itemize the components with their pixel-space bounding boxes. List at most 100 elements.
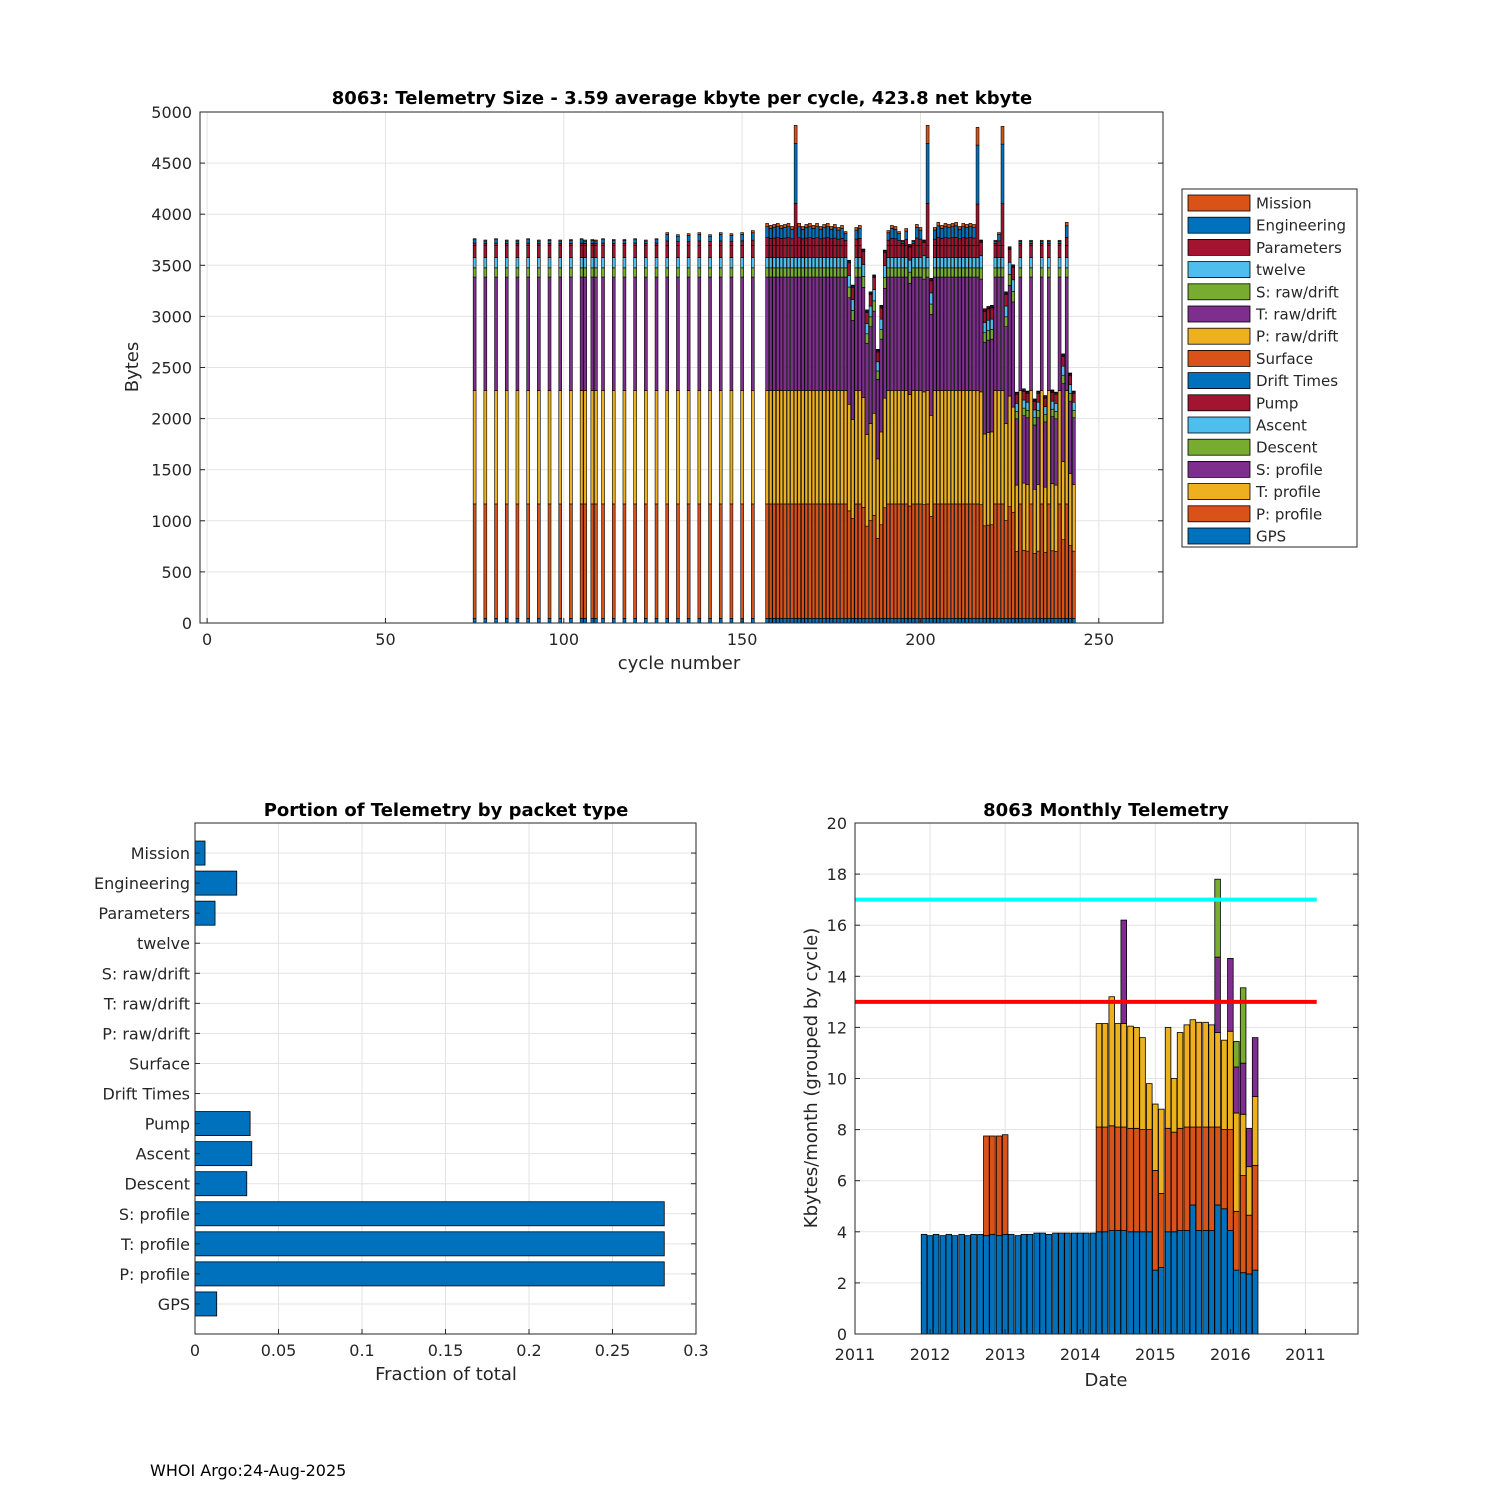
bar-segment-s_profile (979, 278, 983, 393)
month-bar-segment (1120, 919, 1127, 1024)
bar-segment-descent (697, 267, 702, 278)
bar-segment-pump (1061, 356, 1065, 367)
bar-segment-mission (801, 226, 805, 230)
bar-segment-parameters (622, 243, 627, 246)
bar-segment-p_profile (843, 503, 848, 619)
bar-segment-mission (829, 226, 834, 230)
bar-segment-s_profile (965, 276, 969, 391)
bar-segment-ascent (558, 257, 562, 269)
y-tick-label: Parameters (98, 904, 190, 923)
bar-segment-descent (975, 267, 980, 278)
bar-segment-p_profile (979, 504, 983, 619)
bar-segment-t_profile (515, 390, 520, 505)
bar-segment-pump (911, 245, 916, 258)
bar-segment-s_profile (1000, 276, 1005, 391)
bar-segment-engineering (950, 226, 955, 238)
bar-segment-ascent (822, 257, 826, 269)
month-bar-segment (1114, 1126, 1121, 1231)
bar-segment-mission (676, 234, 680, 237)
bar-segment-s_profile (1068, 400, 1073, 474)
bar-segment-mission (997, 232, 1001, 235)
y-tick-label: Surface (129, 1054, 190, 1073)
bar-segment-parameters (793, 203, 798, 246)
bar-segment-ascent (847, 275, 851, 288)
month-bar-segment (1251, 1037, 1259, 1097)
bar-segment-p_profile (594, 503, 598, 619)
bar-segment-descent (1036, 409, 1040, 419)
bar-segment-p_profile (537, 503, 541, 619)
bar-segment-s_profile (797, 276, 801, 391)
bar-segment-t_profile (975, 390, 980, 505)
y-tick-label: Pump (145, 1115, 190, 1134)
bar-segment-pump (950, 245, 955, 258)
bar-segment-t_profile (579, 390, 584, 505)
bar-segment-gps (1054, 618, 1058, 624)
month-bar-segment (989, 1135, 996, 1235)
bar-segment-engineering (676, 235, 680, 242)
bar-segment-mission (776, 223, 780, 227)
bar-segment-descent (786, 267, 791, 278)
bar-segment-p_profile (925, 503, 930, 619)
x-tick-label: 2013 (985, 1345, 1026, 1364)
bar-segment-descent (961, 267, 966, 278)
bar-segment-p_profile (601, 503, 605, 619)
bar-segment-ascent (843, 257, 848, 269)
bar-segment-s_profile (776, 276, 780, 391)
bar-segment-ascent (861, 264, 866, 277)
bar-segment-engineering (801, 229, 805, 240)
bar-segment-engineering (893, 229, 898, 240)
bar-segment-s_profile (936, 276, 941, 391)
bar-segment-pump (929, 280, 933, 294)
bar-segment-mission (558, 239, 562, 242)
bar-segment-pump (558, 245, 562, 258)
bar-segment-t_profile (943, 390, 948, 505)
bar-segment-engineering (943, 226, 948, 238)
bar-segment-t_profile (594, 390, 598, 505)
bar-segment-t_profile (768, 390, 773, 505)
bar-segment-pump (825, 245, 830, 258)
bar-segment-s_profile (676, 276, 680, 391)
bar-segment-ascent (911, 257, 916, 269)
bar-segment-s_profile (644, 276, 648, 391)
bar-segment-ascent (932, 257, 937, 269)
bar-segment-parameters (504, 243, 509, 246)
bar-segment-gps (840, 618, 844, 624)
y-tick-label: P: profile (119, 1265, 190, 1284)
bar-segment-t_profile (772, 390, 776, 505)
bar-segment-ascent (811, 257, 816, 269)
bar-segment-s_profile (768, 276, 773, 391)
legend-swatch (1187, 283, 1251, 301)
bar-segment-ascent (1015, 403, 1019, 412)
legend-swatch (1187, 416, 1251, 434)
month-bar-segment (1208, 1230, 1215, 1335)
bar-segment-pump (925, 245, 930, 258)
bar-segment-gps (982, 618, 987, 624)
bar-segment-s_profile (968, 276, 973, 391)
telemetry-legend: Mission Engineering Parameters twelve S: raw… (1181, 188, 1358, 548)
bar-segment-parameters (893, 238, 898, 246)
bar-segment-mission (968, 223, 973, 227)
bar-segment-descent (883, 277, 887, 289)
bar-segment-s_profile (911, 276, 916, 391)
bar-segment-p_profile (786, 503, 791, 619)
y-tick-label: Descent (124, 1175, 190, 1194)
bar-segment-s_profile (590, 276, 595, 391)
bar-segment-p_profile (751, 503, 755, 619)
month-bar-segment (1245, 1273, 1253, 1335)
telemetry-xlabel: cycle number (618, 653, 741, 674)
bar-segment-descent (1029, 267, 1033, 278)
bar-segment-parameters (768, 238, 773, 246)
bar-segment-descent (918, 267, 923, 278)
bar-segment-ascent (783, 257, 787, 269)
month-bar-segment (1127, 1025, 1134, 1129)
bar-segment-p_profile (1011, 511, 1015, 619)
legend-swatch (1187, 505, 1251, 523)
bar-segment-pump (965, 245, 969, 258)
x-tick-label: 250 (1084, 630, 1115, 649)
bar-segment-ascent (986, 319, 990, 331)
month-bar-segment (1202, 1126, 1209, 1231)
bar-segment-gps (965, 618, 969, 624)
bar-segment-pump (904, 245, 908, 258)
bar-segment-p_profile (818, 503, 823, 619)
bar-segment-parameters (925, 203, 930, 246)
